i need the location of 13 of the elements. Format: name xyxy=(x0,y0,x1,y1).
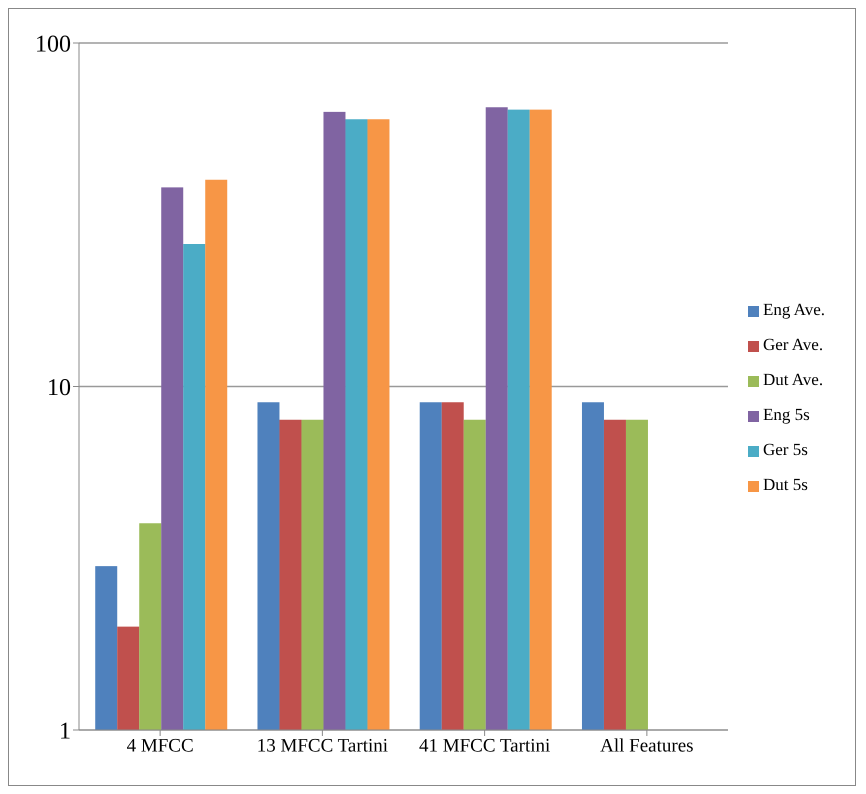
legend-label: Eng 5s xyxy=(762,405,810,424)
x-tick-label: 13 MFCC Tartini xyxy=(256,735,388,756)
legend-label: Eng Ave. xyxy=(762,300,825,319)
y-tick-label: 100 xyxy=(35,32,71,58)
y-tick-label: 10 xyxy=(47,375,71,402)
x-tick-label: All Features xyxy=(600,735,694,756)
legend-label: Ger Ave. xyxy=(762,335,824,354)
legend-label: Ger 5s xyxy=(762,440,808,459)
x-tick-label: 4 MFCC xyxy=(126,735,194,756)
legend-label: Dut 5s xyxy=(762,475,808,494)
legend-label: Dut Ave. xyxy=(762,370,824,389)
y-tick-label: 1 xyxy=(59,718,71,745)
x-tick-label: 41 MFCC Tartini xyxy=(418,735,550,756)
